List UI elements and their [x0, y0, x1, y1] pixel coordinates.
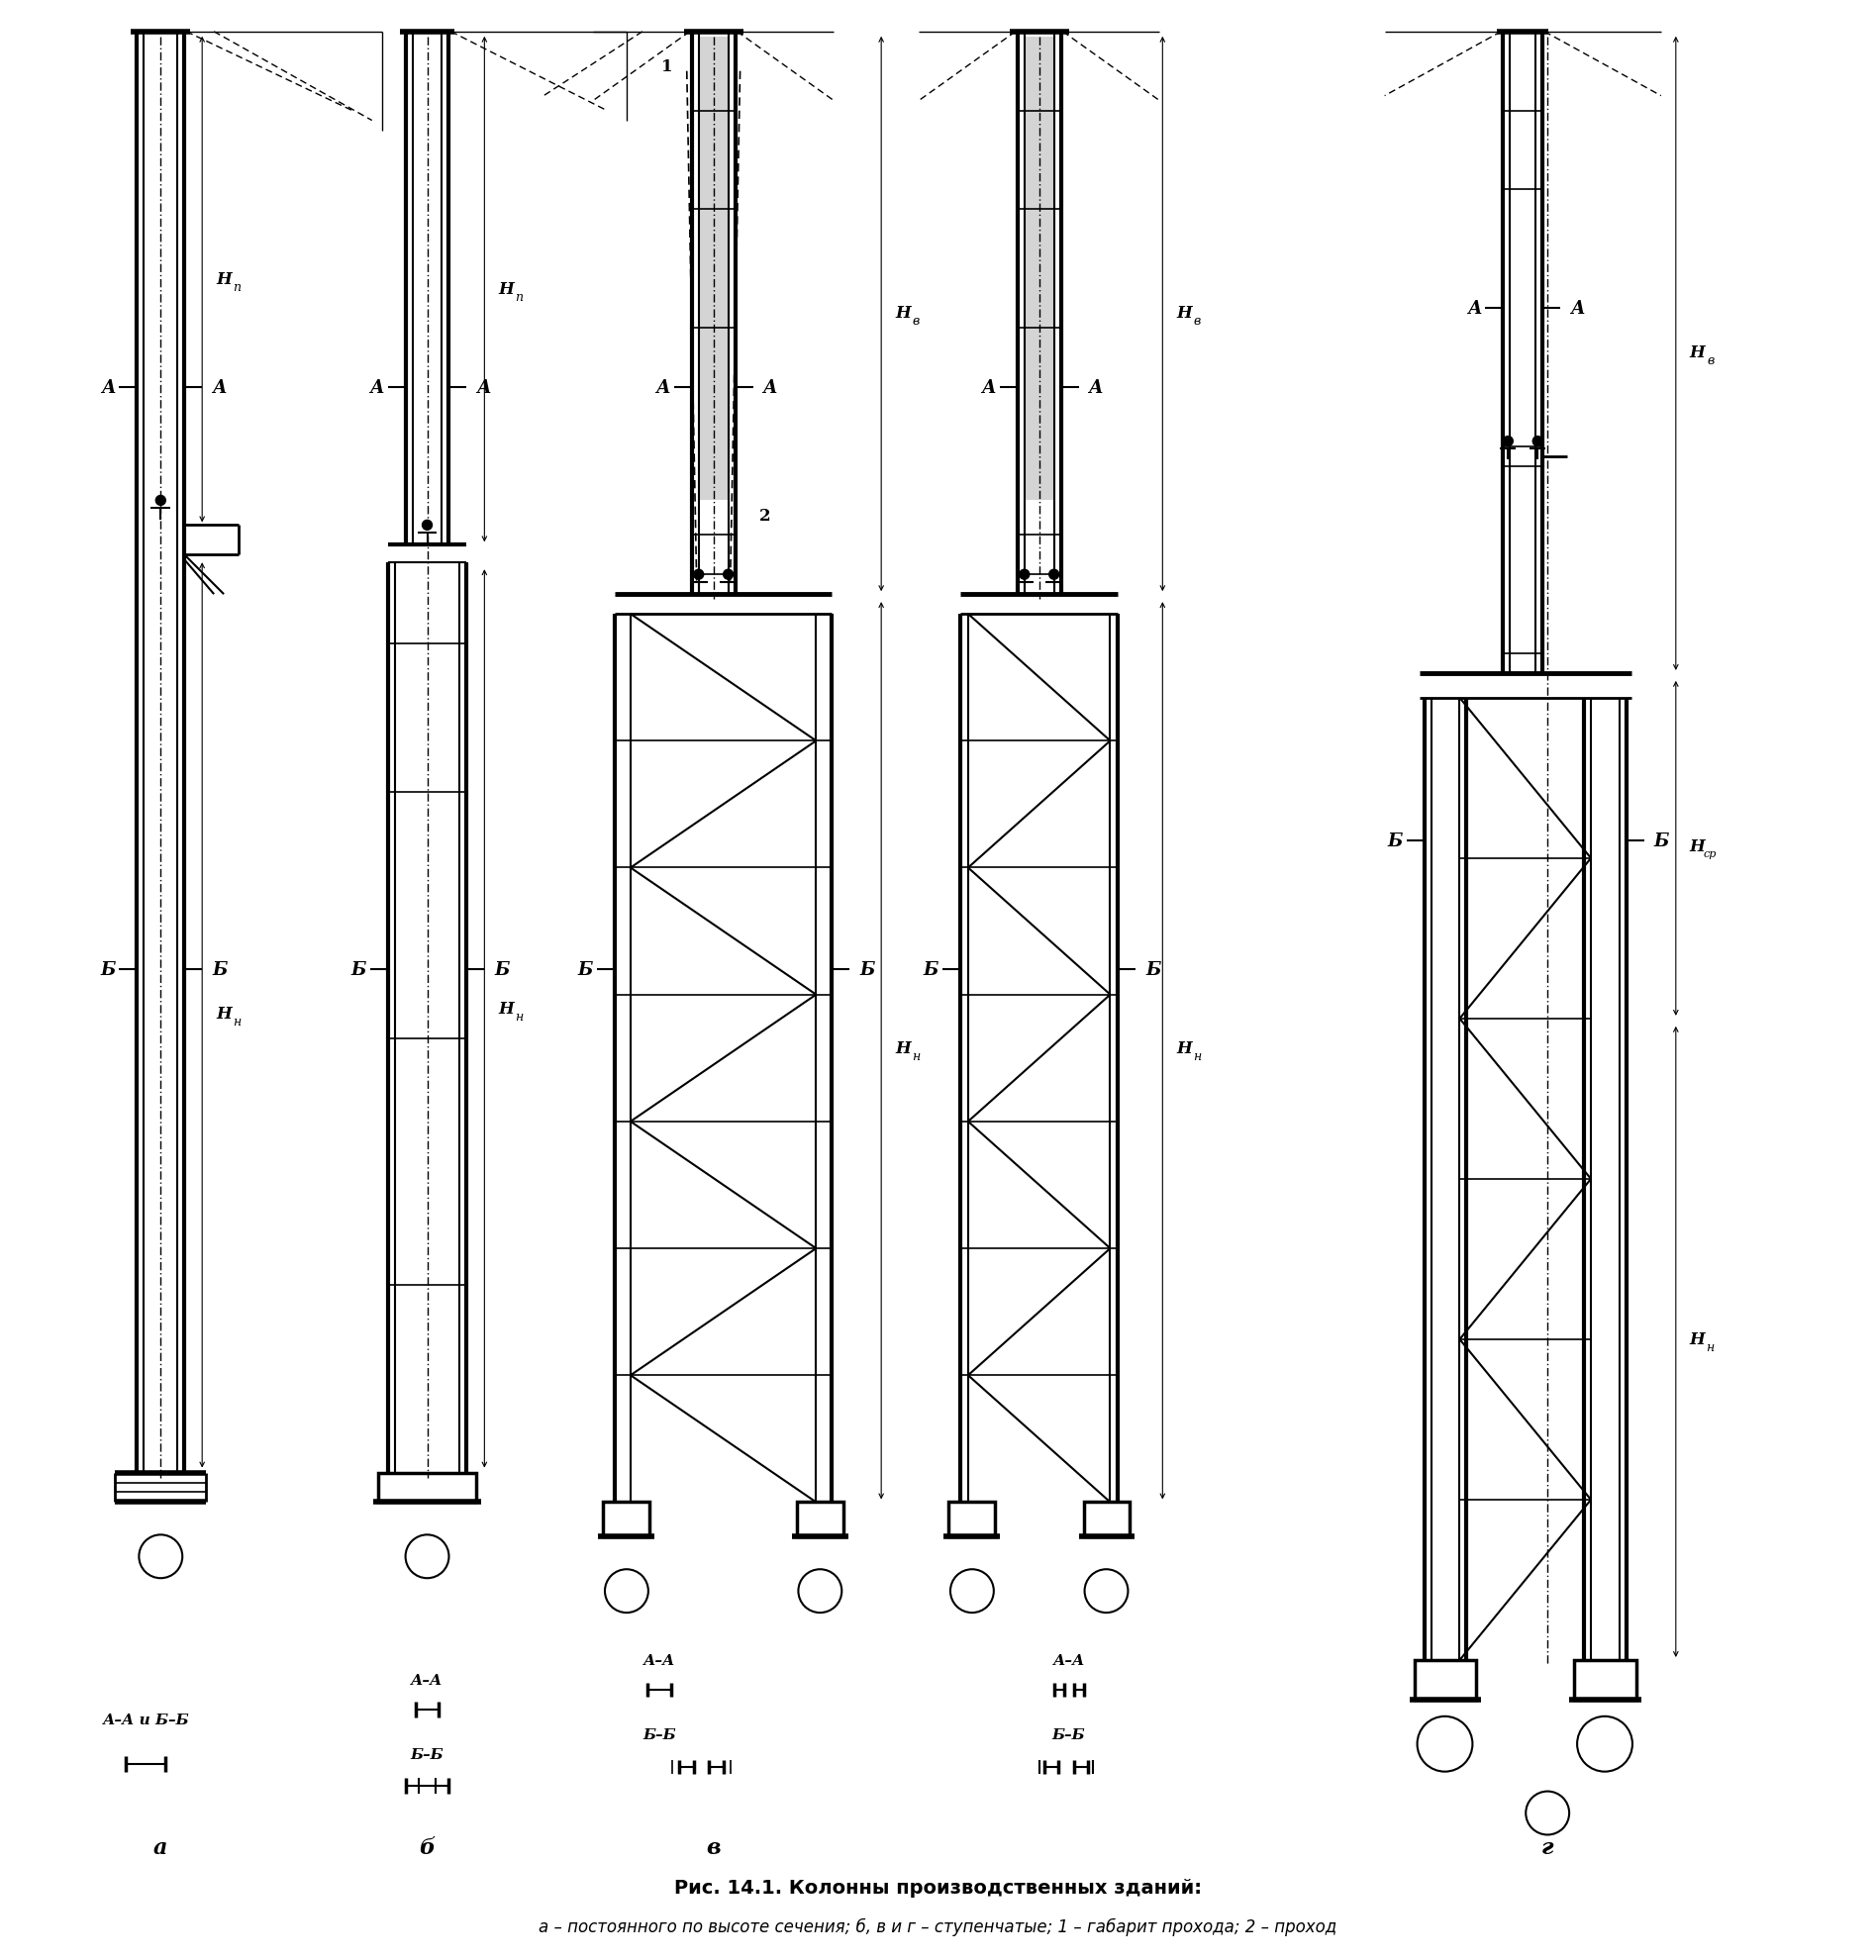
Circle shape: [1019, 570, 1030, 580]
Text: 1: 1: [662, 59, 673, 74]
Bar: [797, 1503, 844, 1537]
Text: А: А: [981, 378, 996, 396]
Text: Б: Б: [493, 960, 510, 978]
Text: А: А: [101, 378, 114, 396]
Text: г: г: [1542, 1837, 1553, 1858]
Text: в: в: [912, 316, 919, 327]
Circle shape: [156, 496, 165, 506]
Text: ср: ср: [1703, 849, 1717, 858]
Text: в: в: [1707, 355, 1715, 367]
Text: Б–Б: Б–Б: [1052, 1727, 1086, 1740]
Text: А–А и Б–Б: А–А и Б–Б: [103, 1713, 189, 1727]
Bar: [377, 1472, 477, 1503]
Text: а – постоянного по высоте сечения; б, в и г – ступенчатые; 1 – габарит прохода; : а – постоянного по высоте сечения; б, в …: [538, 1917, 1336, 1936]
Text: Б: Б: [578, 960, 593, 978]
Text: н: н: [1193, 1051, 1201, 1062]
Text: Н: Н: [216, 1005, 231, 1023]
Text: Рис. 14.1. Колонны производственных зданий:: Рис. 14.1. Колонны производственных здан…: [673, 1878, 1201, 1897]
Text: н: н: [514, 1011, 523, 1023]
Text: Б: Б: [351, 960, 366, 978]
Text: Н: Н: [1690, 1331, 1705, 1348]
Text: А–А: А–А: [411, 1674, 443, 1688]
Text: А: А: [764, 378, 777, 396]
Bar: [1574, 1660, 1636, 1699]
Text: Б–Б: Б–Б: [411, 1746, 445, 1760]
Text: в: в: [705, 1837, 720, 1858]
Text: А: А: [1088, 378, 1103, 396]
Circle shape: [724, 570, 734, 580]
Text: Н: Н: [499, 280, 514, 298]
Text: А: А: [1467, 300, 1482, 318]
Text: б: б: [418, 1837, 435, 1858]
Text: Б: Б: [99, 960, 114, 978]
Bar: [1415, 1660, 1476, 1699]
Text: Н: Н: [499, 1002, 514, 1017]
Text: А: А: [1570, 300, 1585, 318]
Text: Н: Н: [1176, 306, 1191, 321]
Text: н: н: [233, 1015, 240, 1029]
Text: н: н: [912, 1051, 919, 1062]
Bar: [1026, 37, 1052, 502]
Text: а: а: [154, 1837, 167, 1858]
Bar: [700, 37, 728, 502]
Text: в: в: [1193, 316, 1201, 327]
Text: Б–Б: Б–Б: [642, 1727, 675, 1740]
Text: Н: Н: [895, 306, 910, 321]
Bar: [1084, 1503, 1129, 1537]
Text: Н: Н: [1176, 1041, 1191, 1056]
Circle shape: [694, 570, 704, 580]
Text: Б: Б: [212, 960, 227, 978]
Text: А: А: [477, 378, 492, 396]
Text: Б: Б: [923, 960, 938, 978]
Text: н: н: [1707, 1341, 1715, 1354]
Text: А–А: А–А: [1052, 1654, 1084, 1668]
Text: А–А: А–А: [643, 1654, 675, 1668]
Bar: [949, 1503, 994, 1537]
Text: Б: Б: [1146, 960, 1161, 978]
Text: 2: 2: [760, 508, 771, 523]
Text: Б: Б: [859, 960, 874, 978]
Text: А: А: [370, 378, 385, 396]
Text: Н: Н: [1690, 345, 1705, 361]
Circle shape: [1533, 437, 1542, 447]
Circle shape: [1049, 570, 1058, 580]
Circle shape: [1503, 437, 1512, 447]
Text: Н: Н: [1690, 839, 1705, 855]
Text: А: А: [212, 378, 227, 396]
Text: Б: Б: [1386, 833, 1403, 851]
Text: Н: Н: [895, 1041, 910, 1056]
Text: Б: Б: [1655, 833, 1670, 851]
Text: п: п: [233, 280, 240, 294]
Bar: [602, 1503, 649, 1537]
Text: А: А: [655, 378, 670, 396]
Circle shape: [422, 521, 431, 531]
Text: Н: Н: [216, 270, 231, 288]
Text: п: п: [516, 290, 523, 304]
